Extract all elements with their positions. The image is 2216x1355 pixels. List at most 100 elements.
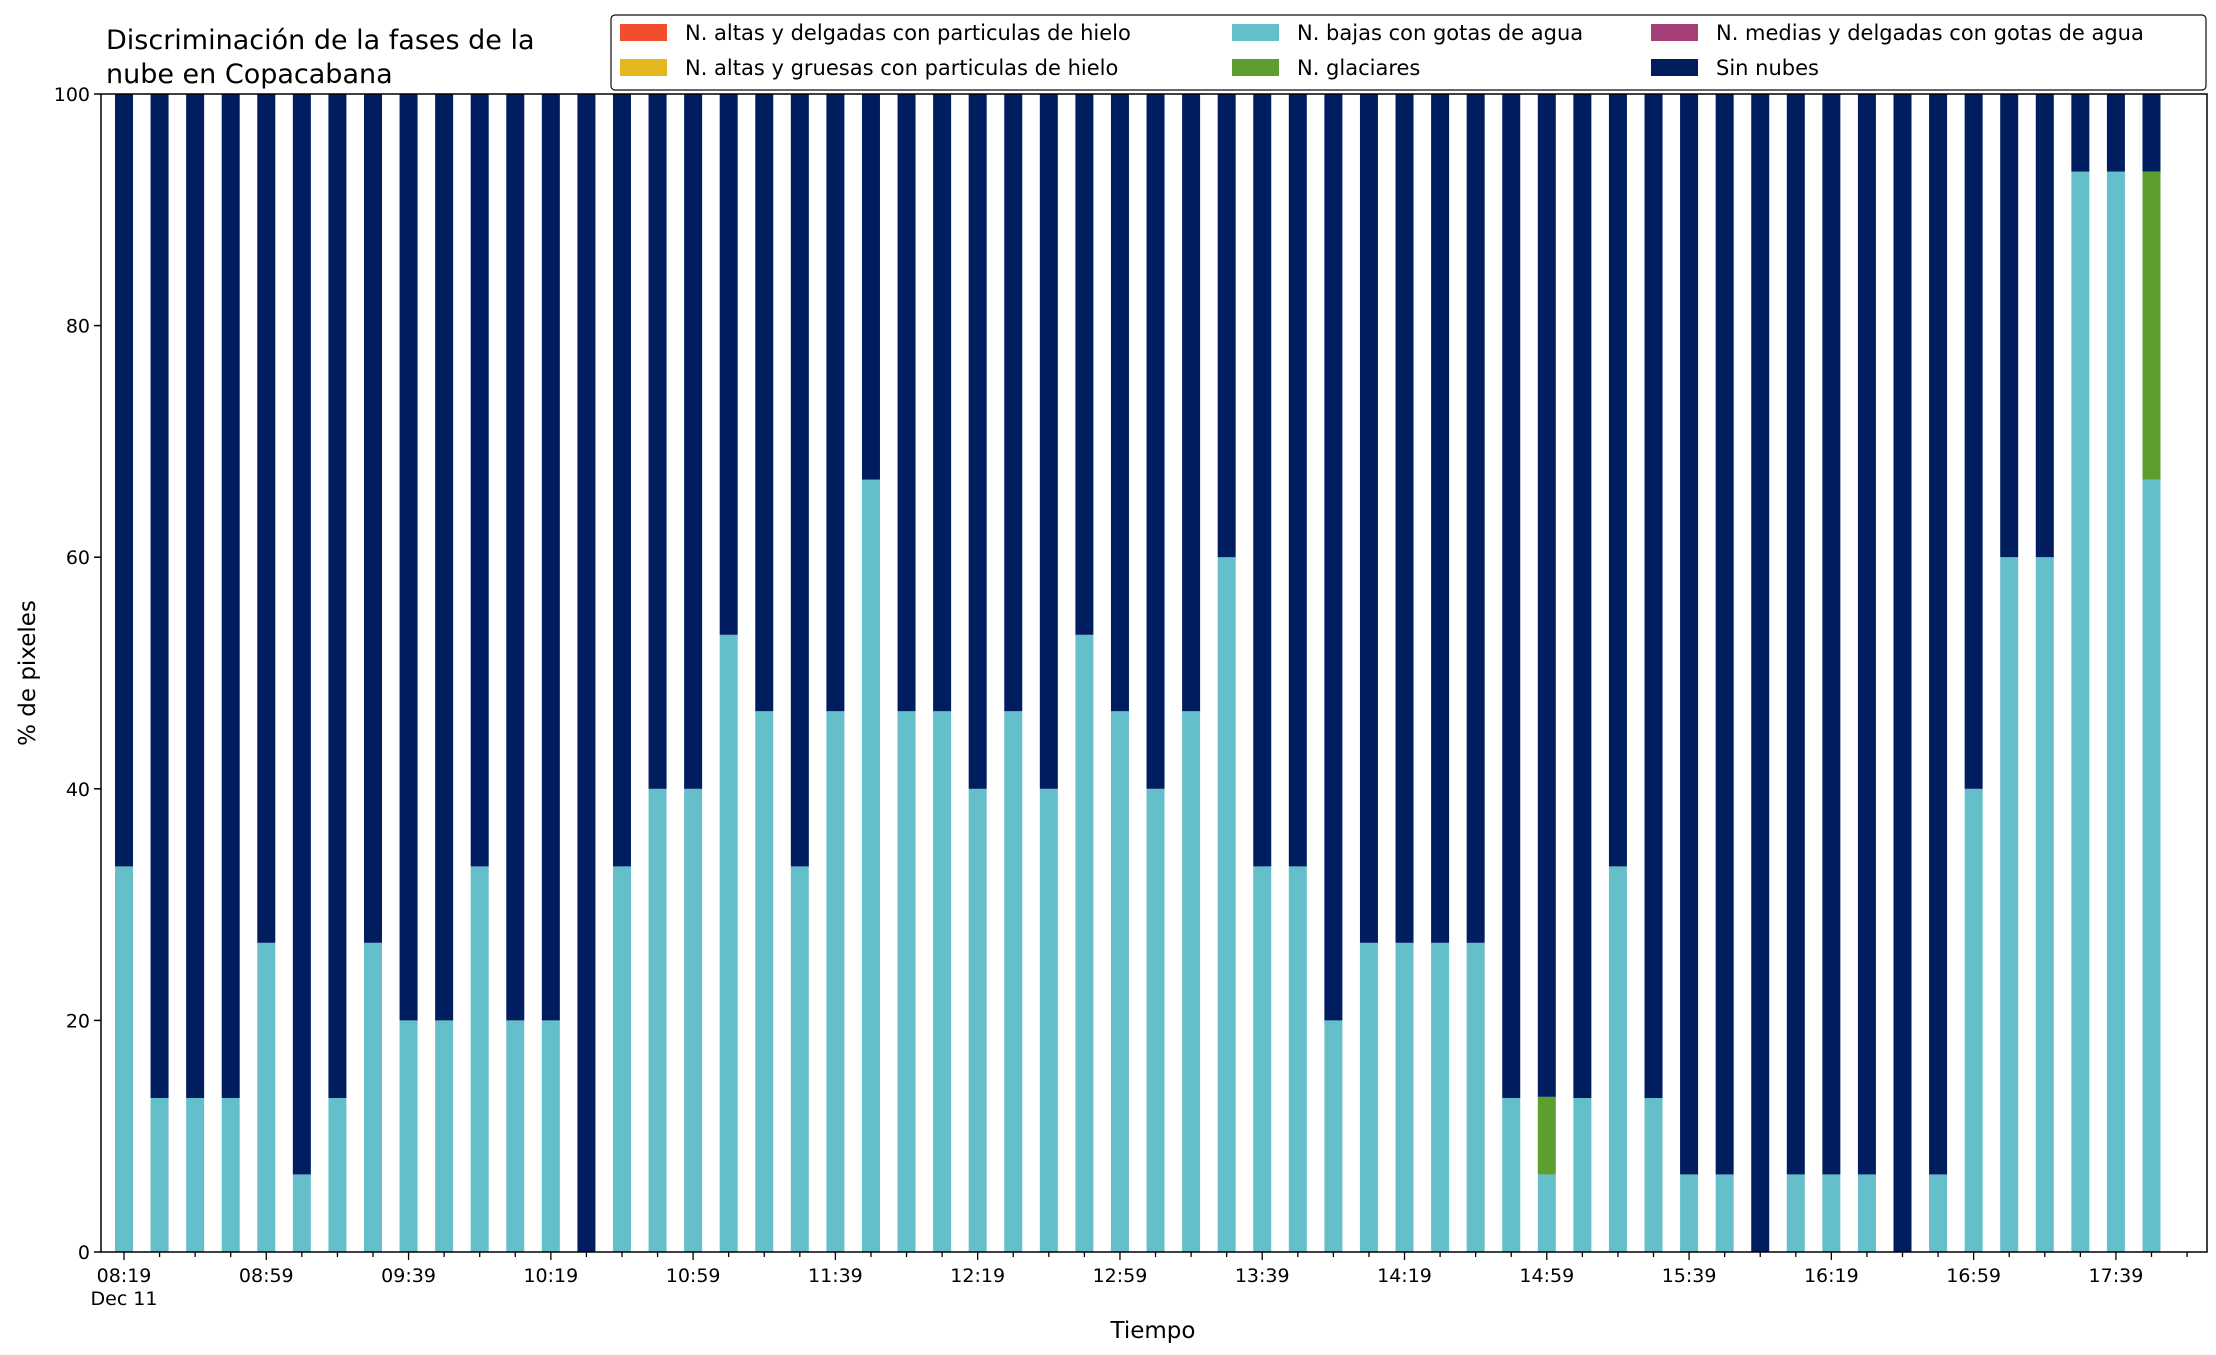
bar-segment [1075, 94, 1094, 635]
bar-segment [1359, 94, 1378, 943]
bar-segment [612, 866, 631, 1252]
bar-segment [861, 479, 880, 1252]
bar-segment [506, 1020, 525, 1252]
bar-segment [1217, 557, 1236, 1252]
x-tick-label: 17:39 [2089, 1265, 2144, 1287]
bar-segment [2035, 94, 2054, 558]
bar-segment [826, 94, 845, 712]
bar-segment [2071, 171, 2090, 1253]
x-tick-label: 16:59 [1946, 1265, 2001, 1287]
bar-segment [1110, 94, 1129, 712]
bar-segment [1182, 711, 1201, 1252]
bar-segment [186, 1097, 205, 1252]
bar-segment [2071, 94, 2090, 172]
x-date-sublabel: Dec 11 [91, 1288, 158, 1310]
bar-segment [1964, 788, 1983, 1252]
bar-segment [1822, 94, 1841, 1175]
bar-segment [826, 711, 845, 1252]
bar-segment [933, 711, 952, 1252]
bar-segment [790, 866, 809, 1252]
legend-swatch [1651, 59, 1698, 76]
bar-segment [328, 94, 347, 1098]
bar-segment [1004, 94, 1023, 712]
bar-segment [1929, 1174, 1948, 1252]
bar-segment [1680, 94, 1699, 1175]
bar-segment [257, 942, 276, 1252]
bar-segment [1146, 94, 1165, 789]
legend-label: N. altas y gruesas con particulas de hie… [685, 56, 1118, 80]
bar-segment [541, 94, 560, 1021]
bar-segment [2142, 171, 2161, 480]
bar-segment [328, 1097, 347, 1252]
bar-segment [933, 94, 952, 712]
bar-segment [186, 94, 205, 1098]
bar-segment [470, 866, 489, 1252]
chart-title: Discriminación de la fases de la nube en… [106, 25, 535, 90]
bar-segment [363, 942, 382, 1252]
bar-segment [1466, 942, 1485, 1252]
bar-segment [150, 1097, 169, 1252]
legend-label: N. glaciares [1297, 56, 1420, 80]
bar-segment [1715, 94, 1734, 1175]
bar-segment [1395, 94, 1414, 943]
bar-segment [897, 94, 916, 712]
legend-frame [610, 14, 2207, 91]
bar-segment [1039, 94, 1058, 789]
bar-segment [719, 634, 738, 1252]
x-axis: 08:19 08:59 09:39 10:19 10:59 11:39 12:19 12:59… [91, 1252, 2188, 1310]
bar-segment [684, 788, 703, 1252]
bar-segment [1466, 94, 1485, 943]
legend-label: N. bajas con gotas de agua [1297, 21, 1583, 45]
bar-segment [1786, 94, 1805, 1175]
chart-title-line-1: Discriminación de la fases de la [106, 25, 535, 56]
bar-segment [1431, 94, 1450, 943]
bar-segment [719, 94, 738, 635]
x-tick-label: 10:19 [523, 1265, 578, 1287]
bar-segment [1039, 788, 1058, 1252]
bar-segment [1075, 634, 1094, 1252]
chart-title-line-2: nube en Copacabana [106, 59, 393, 90]
y-tick-label: 80 [66, 316, 90, 338]
y-tick-label: 100 [54, 84, 90, 106]
bar-segment [292, 1174, 311, 1252]
bar-segment [1644, 94, 1663, 1098]
bar-segment [506, 94, 525, 1021]
bar-segment [221, 1097, 240, 1252]
x-tick-label: 08:59 [239, 1265, 294, 1287]
bar-segment [1359, 942, 1378, 1252]
x-tick-label: 11:39 [808, 1265, 863, 1287]
bar-segment [1822, 1174, 1841, 1252]
x-axis-title: Tiempo [1110, 1318, 1196, 1344]
bar-segment [861, 94, 880, 480]
bar-segment [292, 94, 311, 1175]
bar-segment [897, 711, 916, 1252]
bar-segment [1004, 711, 1023, 1252]
bar-segment [755, 711, 774, 1252]
bar-segment [2106, 94, 2125, 172]
bar-segment [1680, 1174, 1699, 1252]
bar-segment [1537, 1174, 1556, 1252]
bar-segment [1324, 94, 1343, 1021]
bar-segment [1253, 866, 1272, 1252]
x-tick-label: 10:59 [666, 1265, 721, 1287]
bar-segment [1751, 94, 1770, 1252]
x-tick-label: 14:19 [1377, 1265, 1432, 1287]
plot-frame [100, 93, 2208, 1253]
bar-segment [1537, 1096, 1556, 1175]
bar-segment [1608, 94, 1627, 867]
legend-swatch [1232, 24, 1279, 41]
bar-segment [1573, 1097, 1592, 1252]
bar-segment [2000, 557, 2019, 1252]
legend-swatch [1232, 59, 1279, 76]
x-tick-label: 08:19 [97, 1265, 152, 1287]
bar-segment [1324, 1020, 1343, 1252]
bar-segment [363, 94, 382, 943]
bar-segment [1893, 94, 1912, 1252]
bar-segment [1182, 94, 1201, 712]
legend: N. altas y delgadas con particulas de hi… [610, 14, 2207, 91]
bar-segment [2142, 94, 2161, 172]
bar-segment [648, 94, 667, 789]
bar-segment [2106, 171, 2125, 1253]
legend-label: Sin nubes [1716, 56, 1819, 80]
